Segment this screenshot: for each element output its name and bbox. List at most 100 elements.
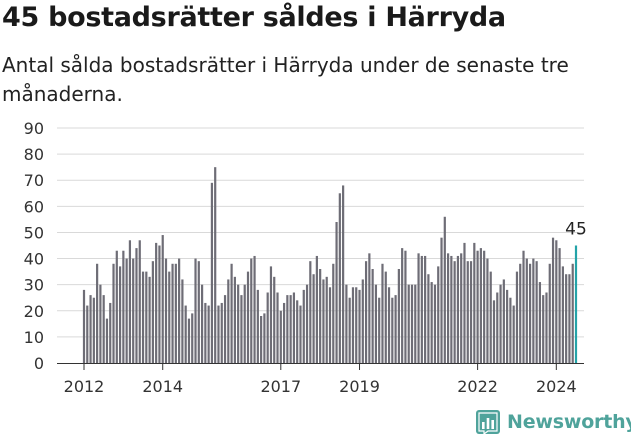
bar bbox=[322, 279, 325, 363]
bar bbox=[122, 250, 125, 363]
bar bbox=[96, 263, 99, 363]
bar bbox=[424, 255, 427, 363]
bar bbox=[227, 279, 230, 363]
bar bbox=[158, 245, 161, 363]
bar bbox=[187, 318, 191, 363]
bar bbox=[374, 284, 378, 363]
bar bbox=[342, 185, 345, 363]
bar bbox=[506, 289, 509, 363]
bar bbox=[174, 263, 177, 363]
bar bbox=[476, 250, 479, 363]
bar bbox=[279, 310, 282, 363]
bar bbox=[328, 287, 332, 363]
bar bbox=[502, 279, 505, 363]
bar bbox=[184, 305, 187, 363]
bar bbox=[371, 269, 374, 363]
bar bbox=[364, 261, 368, 363]
bar-chart: 0 10 20 30 40 50 60 70 80 90 2012 2014 2017 2019 2022… bbox=[24, 119, 587, 396]
y-tick-label: 20 bbox=[24, 302, 44, 321]
bar bbox=[282, 302, 286, 363]
bar bbox=[351, 287, 355, 363]
bar bbox=[148, 276, 151, 363]
bar bbox=[256, 289, 259, 363]
bar bbox=[551, 237, 555, 363]
bar bbox=[401, 248, 404, 363]
bar bbox=[250, 258, 253, 363]
bar bbox=[168, 271, 171, 363]
bar bbox=[118, 266, 122, 363]
bar bbox=[253, 255, 256, 363]
bar bbox=[417, 253, 420, 363]
bar bbox=[132, 258, 135, 363]
bar bbox=[151, 261, 154, 363]
bar bbox=[305, 284, 309, 363]
x-tick-label: 2019 bbox=[339, 377, 380, 396]
bar bbox=[135, 248, 138, 363]
bar bbox=[223, 295, 227, 363]
bar bbox=[191, 313, 194, 363]
chart-gridlines bbox=[57, 127, 584, 338]
bar bbox=[138, 240, 141, 363]
bar bbox=[437, 266, 440, 363]
bar bbox=[558, 248, 561, 363]
highlight-value-label: 45 bbox=[565, 220, 587, 240]
bar bbox=[82, 289, 86, 363]
y-tick-label: 60 bbox=[24, 197, 44, 216]
bar bbox=[332, 263, 335, 363]
bar bbox=[86, 305, 89, 363]
bar bbox=[214, 167, 217, 363]
x-axis: 2012 2014 2017 2019 2022 2024 bbox=[57, 363, 584, 396]
bar bbox=[410, 284, 414, 363]
bar bbox=[128, 240, 132, 363]
bar bbox=[450, 255, 453, 363]
bar bbox=[325, 276, 328, 363]
bar bbox=[319, 269, 322, 363]
bar bbox=[115, 250, 118, 363]
bar bbox=[496, 292, 499, 363]
bar bbox=[105, 318, 109, 363]
bar bbox=[89, 295, 92, 363]
bar bbox=[289, 295, 292, 363]
chart-title: 45 bostadsrätter såldes i Härryda bbox=[2, 2, 506, 33]
bar bbox=[528, 263, 532, 363]
chart-subtitle: Antal sålda bostadsrätter i Härryda unde… bbox=[2, 53, 569, 106]
bar bbox=[548, 263, 551, 363]
bar bbox=[92, 297, 95, 363]
bar bbox=[204, 302, 207, 363]
bar bbox=[197, 261, 200, 363]
x-tick-label: 2017 bbox=[260, 377, 301, 396]
bar bbox=[391, 297, 394, 363]
bar bbox=[443, 216, 446, 363]
bar bbox=[260, 316, 263, 363]
y-tick-label: 50 bbox=[24, 223, 44, 242]
bar bbox=[381, 263, 384, 363]
bar bbox=[335, 222, 338, 363]
bar bbox=[492, 300, 496, 363]
bar bbox=[522, 250, 525, 363]
y-tick-label: 40 bbox=[24, 250, 44, 269]
bar bbox=[509, 297, 512, 363]
y-tick-label: 80 bbox=[24, 145, 44, 164]
chart-bars bbox=[82, 167, 578, 363]
bar bbox=[486, 258, 489, 363]
bar bbox=[181, 279, 184, 363]
bar bbox=[145, 271, 148, 363]
bar bbox=[276, 292, 279, 363]
bar bbox=[414, 284, 417, 363]
x-tick-label: 2014 bbox=[142, 377, 183, 396]
bar bbox=[161, 235, 164, 363]
bar bbox=[240, 295, 243, 363]
y-tick-label: 10 bbox=[24, 328, 44, 347]
bar bbox=[489, 271, 492, 363]
bar bbox=[286, 295, 289, 363]
bar bbox=[338, 193, 341, 363]
bar bbox=[292, 292, 296, 363]
y-axis-tick-labels: 0 10 20 30 40 50 60 70 80 90 bbox=[24, 119, 44, 373]
bar bbox=[545, 292, 548, 363]
bar bbox=[112, 263, 115, 363]
bar bbox=[102, 295, 105, 363]
bar bbox=[555, 240, 558, 363]
bar bbox=[217, 305, 220, 363]
bar bbox=[266, 292, 269, 363]
bar bbox=[568, 274, 571, 363]
